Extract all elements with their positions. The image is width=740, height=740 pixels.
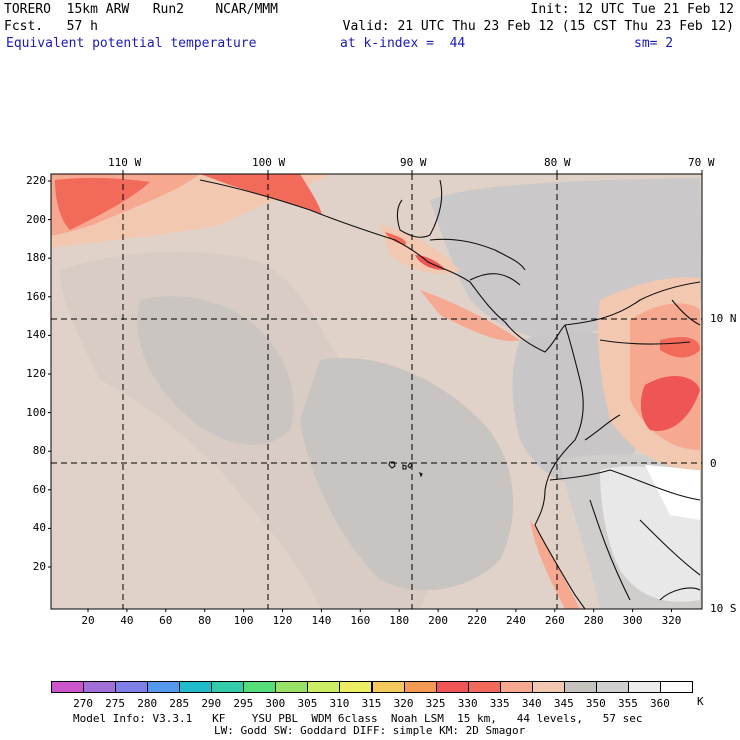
valid-time: Valid: 21 UTC Thu 23 Feb 12 (15 CST Thu … (342, 19, 734, 34)
warm-peru-coast (530, 520, 580, 609)
colorbar-label: 325 (425, 697, 446, 710)
model-run-title: TORERO 15km ARW Run2 NCAR/MMM (4, 2, 278, 17)
colorbar-label: 330 (457, 697, 478, 710)
colorbar-swatch (499, 681, 533, 693)
x-index-label: 100 (233, 614, 254, 627)
grey-patch-2 (300, 358, 514, 591)
grey-patch-1 (137, 296, 294, 445)
colorbar-label: 280 (137, 697, 158, 710)
colorbar-swatch (563, 681, 597, 693)
y-index-label: 160 (26, 289, 46, 303)
colorbar-swatch (243, 681, 277, 693)
colorbar-swatch (147, 681, 181, 693)
y-index-label: 60 (32, 482, 46, 496)
y-index-label: 220 (26, 174, 46, 187)
x-index-label: 140 (311, 614, 332, 627)
warm-guatemala (380, 225, 460, 275)
colorbar-label: 340 (521, 697, 542, 710)
colorbar-swatch (595, 681, 629, 693)
x-index-label: 40 (120, 614, 134, 627)
colorbar-label: 360 (650, 697, 670, 710)
lat-label-0: 0 (710, 457, 717, 470)
colorbar-label: 295 (233, 697, 254, 710)
model-physics: LW: Godd SW: Goddard DIFF: simple KM: 2D… (214, 724, 526, 737)
colorbar-swatch (435, 681, 469, 693)
x-index-label: 300 (622, 614, 643, 627)
colorbar-swatch (339, 681, 373, 693)
x-index-label: 200 (428, 614, 449, 627)
colorbar-swatch (403, 681, 437, 693)
x-index-label: 220 (467, 614, 487, 627)
x-index-label: 260 (544, 614, 565, 627)
colorbar-label: 355 (617, 697, 638, 710)
colorbar-label: 310 (329, 697, 350, 710)
colorbar-swatch (659, 681, 693, 693)
x-index-label: 20 (81, 614, 95, 627)
colorbar-swatch (83, 681, 117, 693)
x-index-label: 180 (389, 614, 410, 627)
y-index-label: 200 (26, 212, 46, 226)
smoothing: sm= 2 (634, 36, 674, 51)
x-index-label: 120 (272, 614, 293, 627)
y-index-label: 120 (26, 367, 46, 380)
warm-costa-rica (420, 290, 520, 341)
colorbar-label: 315 (361, 697, 382, 710)
y-index-label: 80 (32, 444, 46, 458)
top-ticks (122, 170, 703, 174)
lon-label-80w: 80 W (544, 156, 571, 169)
colorbar-label: 305 (297, 697, 318, 710)
colorbar-unit: K (697, 695, 704, 708)
y-index-label: 180 (26, 251, 46, 265)
colorbar-label: 335 (489, 697, 510, 710)
colorbar-label: 300 (265, 697, 286, 710)
colorbar-label: 285 (169, 697, 190, 710)
forecast-hour: Fcst. 57 h (4, 19, 98, 34)
colorbar-label: 290 (201, 697, 222, 710)
colorbar-label: 350 (585, 697, 606, 710)
hot-spot-colombia (640, 375, 700, 431)
colorbar-label: 275 (105, 697, 126, 710)
colorbar-swatch (371, 681, 405, 693)
colorbar-swatch (275, 681, 309, 693)
lon-label-70w: 70 W (688, 156, 715, 169)
colorbar-swatch (51, 681, 85, 693)
lat-label-10n: 10 N (710, 312, 737, 325)
x-index-label: 80 (198, 614, 212, 627)
hot-spot-nw (55, 177, 150, 230)
lon-label-100w: 100 W (252, 156, 286, 169)
colorbar-swatch (115, 681, 149, 693)
lon-label-110w: 110 W (108, 156, 142, 169)
colorbar-swatch (627, 681, 661, 693)
k-index: at k-index = 44 (340, 36, 466, 51)
x-index-label: 320 (661, 614, 682, 627)
y-index-label: 20 (32, 560, 46, 573)
model-info: Model Info: V3.3.1 KF YSU PBL WDM 6class… (73, 712, 643, 725)
field-name: Equivalent potential temperature (6, 36, 257, 51)
hot-spot-2 (385, 232, 406, 245)
colorbar-swatch (307, 681, 341, 693)
map-frame (50, 173, 703, 610)
left-ticks (48, 180, 51, 568)
y-index-label: 140 (26, 328, 46, 342)
colorbar-swatch (467, 681, 501, 693)
lat-lon-grid (51, 174, 702, 609)
lon-label-90w: 90 W (400, 156, 427, 169)
colorbar-swatch (531, 681, 565, 693)
coastlines (199, 179, 701, 609)
x-index-label: 240 (505, 614, 526, 627)
colorbar-swatch (211, 681, 245, 693)
colorbar-label: 345 (553, 697, 574, 710)
bottom-ticks (87, 609, 672, 612)
colorbar-label: 320 (393, 697, 414, 710)
colorbar-swatch (179, 681, 213, 693)
init-time: Init: 12 UTC Tue 21 Feb 12 (530, 2, 735, 17)
lat-label-10s: 10 S (710, 602, 737, 615)
colorbar-label: 270 (73, 697, 93, 710)
y-index-label: 100 (26, 405, 46, 419)
x-index-label: 280 (583, 614, 604, 627)
y-index-label: 40 (32, 521, 46, 535)
x-index-label: 160 (350, 614, 371, 627)
x-index-label: 60 (159, 614, 173, 627)
